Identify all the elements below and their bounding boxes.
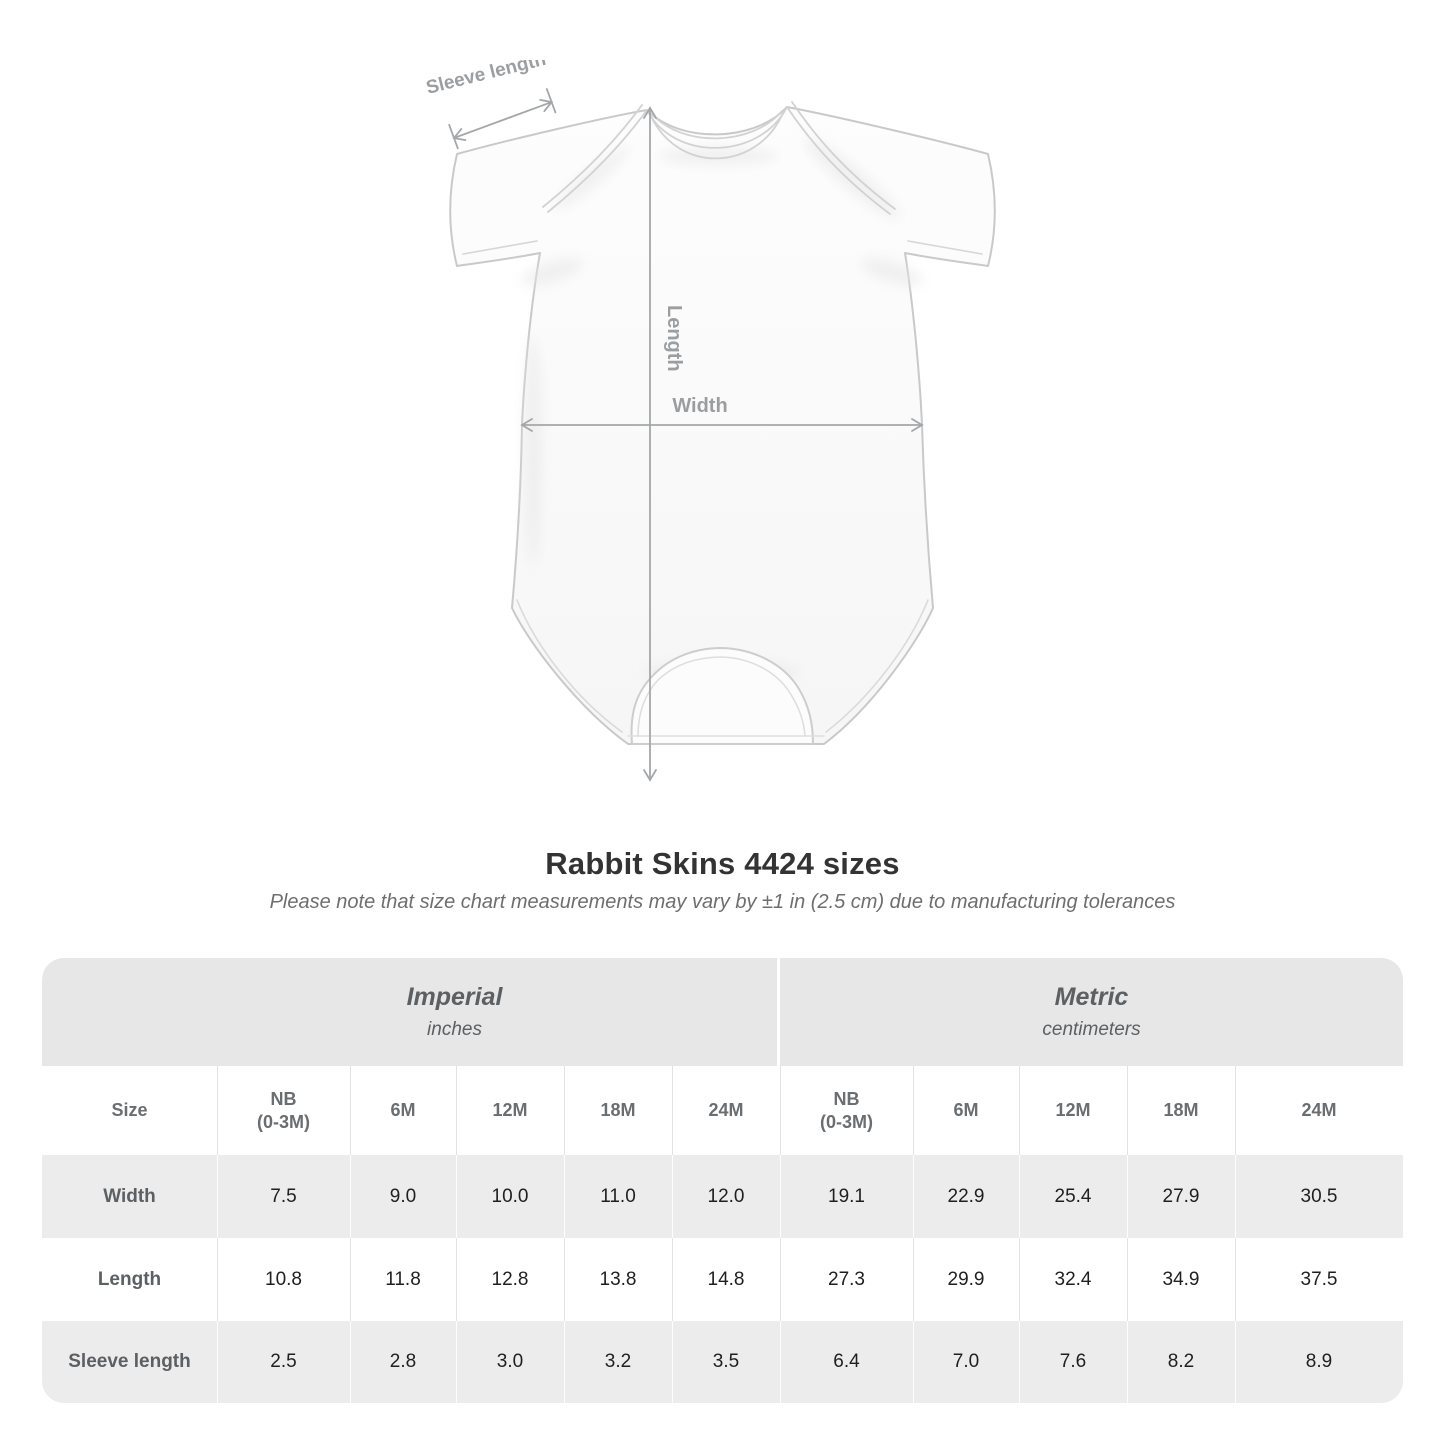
cell: 3.2 [564,1321,672,1403]
col-metric-6m: 6M [913,1066,1019,1155]
crotch-flap [516,599,929,745]
col-imperial-nb: NB (0-3M) [217,1066,350,1155]
sleeve-length-arrow [448,88,557,150]
unit-header-row: Imperial inches Metric centimeters [42,958,1403,1066]
metric-unit: centimeters [1042,1019,1141,1040]
unit-group-metric: Metric centimeters [780,958,1403,1066]
cell: 13.8 [564,1238,672,1321]
size-table: Imperial inches Metric centimeters Size … [42,958,1403,1403]
table-row-width: Width 7.5 9.0 10.0 11.0 12.0 19.1 22.9 2… [42,1155,1403,1238]
col-metric-nb: NB (0-3M) [780,1066,913,1155]
col-metric-12m: 12M [1019,1066,1127,1155]
heading-block: Rabbit Skins 4424 sizes Please note that… [0,846,1445,914]
size-header: Size [111,1100,148,1121]
cell: 2.8 [350,1321,456,1403]
length-label: Length [663,305,685,372]
cell: 37.5 [1235,1238,1403,1321]
cell: 27.9 [1127,1155,1235,1238]
cell: 9.0 [350,1155,456,1238]
bodysuit-diagram: Sleeve length Length Width [400,49,1050,810]
imperial-label: Imperial [406,983,503,1011]
cell: 11.0 [564,1155,672,1238]
sleeve-length-label: Sleeve length [424,60,548,99]
sleeve-hems [462,240,983,255]
cell: 34.9 [1127,1238,1235,1321]
unit-group-imperial: Imperial inches [42,958,780,1066]
cell: 32.4 [1019,1238,1127,1321]
col-metric-24m: 24M [1235,1066,1403,1155]
cell: 10.0 [456,1155,564,1238]
width-label: Width [672,395,727,417]
measurement-annotations [448,88,924,782]
metric-label: Metric [1054,983,1129,1011]
cell: 2.5 [217,1321,350,1403]
cell: 14.8 [672,1238,780,1321]
page-title: Rabbit Skins 4424 sizes [545,846,900,881]
col-imperial-18m: 18M [564,1066,672,1155]
cell: 19.1 [780,1155,913,1238]
col-metric-18m: 18M [1127,1066,1235,1155]
cell: 3.0 [456,1321,564,1403]
column-header-row: Size NB (0-3M) 6M 12M 18M 24M NB (0-3M) … [42,1066,1403,1155]
cell: 8.9 [1235,1321,1403,1403]
col-imperial-24m: 24M [672,1066,780,1155]
row-label: Length [97,1268,162,1290]
cell: 22.9 [913,1155,1019,1238]
table-row-sleeve-length: Sleeve length 2.5 2.8 3.0 3.2 3.5 6.4 7.… [42,1321,1403,1403]
col-imperial-6m: 6M [350,1066,456,1155]
cell: 11.8 [350,1238,456,1321]
cell: 12.0 [672,1155,780,1238]
neckline-detail [542,101,896,215]
cell: 27.3 [780,1238,913,1321]
cell: 7.6 [1019,1321,1127,1403]
row-label: Sleeve length [68,1351,191,1372]
cell: 12.8 [456,1238,564,1321]
cell: 29.9 [913,1238,1019,1321]
bodysuit-svg: Sleeve length Length Width [424,49,996,782]
cell: 10.8 [217,1238,350,1321]
imperial-unit: inches [427,1019,482,1040]
cell: 3.5 [672,1321,780,1403]
cell: 6.4 [780,1321,913,1403]
tolerance-note: Please note that size chart measurements… [269,891,1176,913]
cell: 7.0 [913,1321,1019,1403]
length-arrow [643,106,657,782]
bodysuit-illustration [449,101,996,745]
table-row-length: Length 10.8 11.8 12.8 13.8 14.8 27.3 29.… [42,1238,1403,1321]
cell: 8.2 [1127,1321,1235,1403]
cell: 30.5 [1235,1155,1403,1238]
col-imperial-12m: 12M [456,1066,564,1155]
cell: 25.4 [1019,1155,1127,1238]
cell: 7.5 [217,1155,350,1238]
width-arrow [520,418,924,432]
row-label: Width [103,1185,156,1207]
